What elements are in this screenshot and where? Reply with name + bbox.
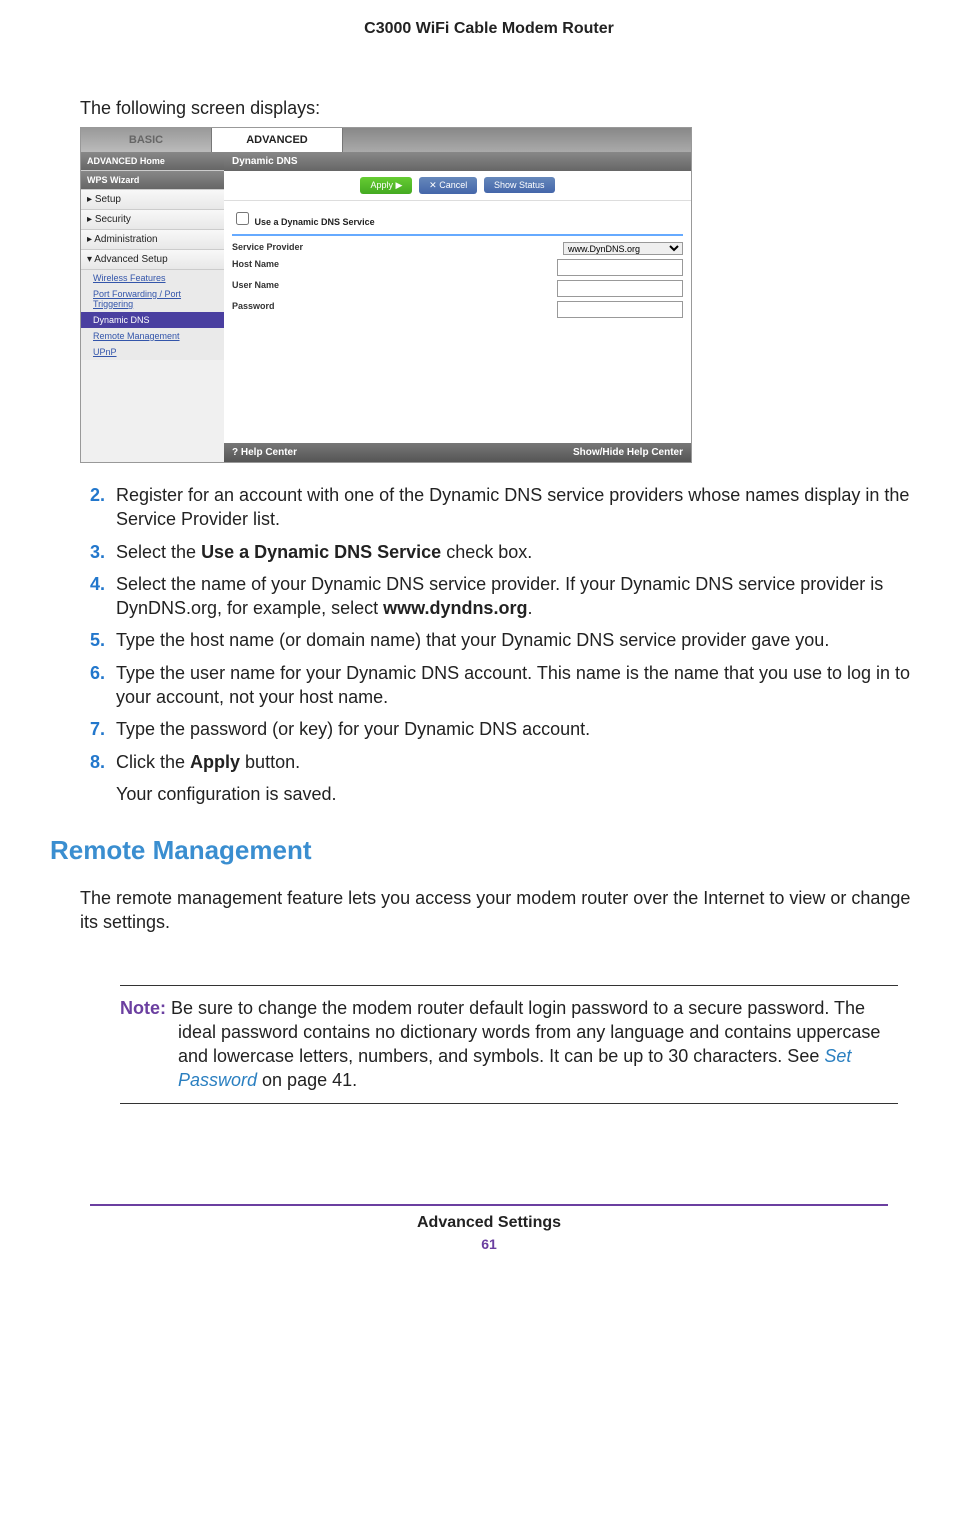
host-label: Host Name [232, 259, 279, 276]
footer-title: Advanced Settings [90, 1214, 888, 1232]
remote-body: The remote management feature lets you a… [80, 886, 928, 935]
note-text2: on page 41. [257, 1070, 357, 1090]
tab-advanced[interactable]: ADVANCED [212, 128, 343, 152]
apply-button[interactable]: Apply ▶ [360, 177, 412, 194]
sub-portfwd[interactable]: Port Forwarding / Port Triggering [81, 286, 224, 312]
sidebar-setup-label: Setup [95, 194, 121, 205]
pass-input[interactable] [557, 301, 683, 318]
sub-wireless[interactable]: Wireless Features [81, 270, 224, 286]
sub-upnp[interactable]: UPnP [81, 344, 224, 360]
sidebar-security[interactable]: ▸ Security [81, 210, 224, 230]
s8a: Click the [116, 752, 190, 772]
s3b: Use a Dynamic DNS Service [201, 542, 441, 562]
note-label: Note: [120, 998, 166, 1018]
s3a: Select the [116, 542, 201, 562]
step-3: Select the Use a Dynamic DNS Service che… [110, 540, 928, 564]
status-button[interactable]: Show Status [484, 177, 555, 193]
doc-header: C3000 WiFi Cable Modem Router [50, 20, 928, 38]
ddns-checkbox-row: Use a Dynamic DNS Service [232, 205, 683, 232]
note-text1: Be sure to change the modem router defau… [166, 998, 880, 1067]
s3c: check box. [441, 542, 532, 562]
s4c: . [527, 598, 532, 618]
sidebar-security-label: Security [95, 214, 131, 225]
footer-page: 61 [90, 1236, 888, 1252]
sidebar-setup[interactable]: ▸ Setup [81, 190, 224, 210]
sidebar-adv-setup[interactable]: ▾ Advanced Setup [81, 250, 224, 270]
section-heading: Remote Management [50, 835, 928, 866]
provider-select[interactable]: www.DynDNS.org [563, 242, 683, 255]
step-5: Type the host name (or domain name) that… [110, 628, 928, 652]
sidebar-adv-home[interactable]: ADVANCED Home [81, 152, 224, 171]
s8c: button. [240, 752, 300, 772]
help-toggle[interactable]: Show/Hide Help Center [573, 447, 683, 458]
step-7: Type the password (or key) for your Dyna… [110, 717, 928, 741]
step-4: Select the name of your Dynamic DNS serv… [110, 572, 928, 621]
s4b: www.dyndns.org [383, 598, 527, 618]
button-row: Apply ▶ ✕ Cancel Show Status [224, 171, 691, 200]
ddns-checkbox-label: Use a Dynamic DNS Service [255, 217, 375, 227]
intro-text: The following screen displays: [80, 98, 928, 119]
sidebar: ADVANCED Home WPS Wizard ▸ Setup ▸ Secur… [81, 152, 224, 462]
sub-ddns[interactable]: Dynamic DNS [81, 312, 224, 328]
step-8: Click the Apply button. [110, 750, 928, 774]
after-text: Your configuration is saved. [116, 784, 928, 805]
cancel-button[interactable]: ✕ Cancel [419, 177, 477, 194]
s8b: Apply [190, 752, 240, 772]
router-screenshot: BASIC ADVANCED ADVANCED Home WPS Wizard … [80, 127, 692, 463]
user-label: User Name [232, 280, 279, 297]
sidebar-advsetup-label: Advanced Setup [94, 254, 167, 265]
provider-label: Service Provider [232, 242, 303, 255]
footer: Advanced Settings 61 [90, 1204, 888, 1252]
sub-remote[interactable]: Remote Management [81, 328, 224, 344]
host-input[interactable] [557, 259, 683, 276]
pass-label: Password [232, 301, 275, 318]
tab-basic[interactable]: BASIC [81, 128, 212, 152]
step-6: Type the user name for your Dynamic DNS … [110, 661, 928, 710]
sidebar-admin[interactable]: ▸ Administration [81, 230, 224, 250]
ddns-checkbox[interactable] [236, 212, 249, 225]
help-center[interactable]: ? Help Center [232, 447, 297, 458]
panel-title: Dynamic DNS [224, 152, 691, 171]
sidebar-wps[interactable]: WPS Wizard [81, 171, 224, 190]
steps-list: Register for an account with one of the … [80, 483, 928, 774]
note-box: Note: Be sure to change the modem router… [120, 985, 898, 1104]
step-2: Register for an account with one of the … [110, 483, 928, 532]
sidebar-admin-label: Administration [94, 234, 157, 245]
user-input[interactable] [557, 280, 683, 297]
